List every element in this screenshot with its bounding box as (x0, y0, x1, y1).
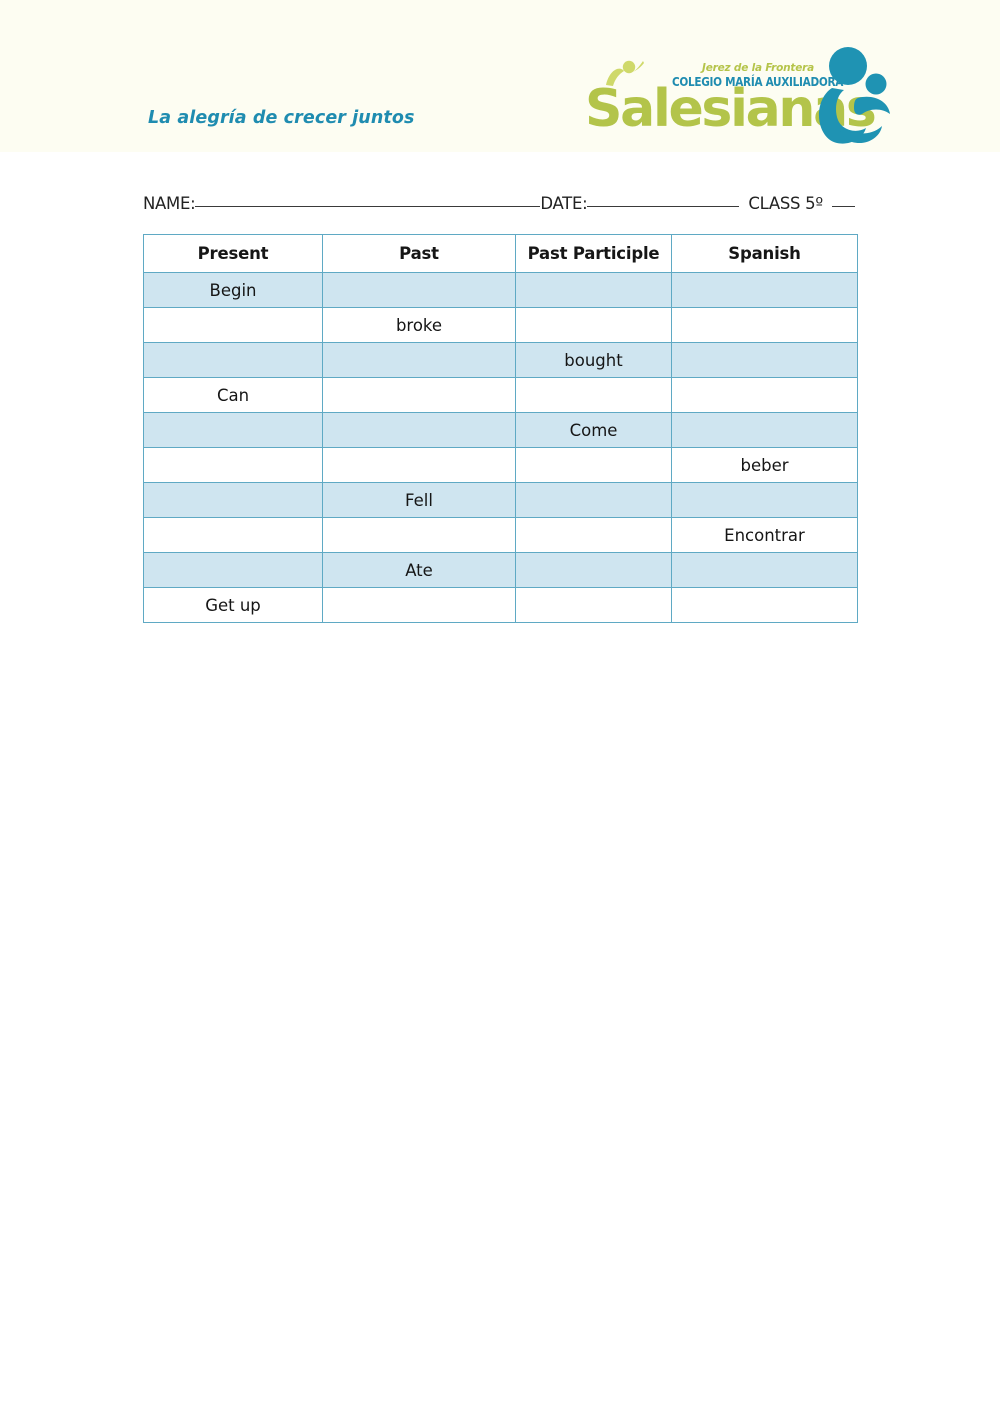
cell-spanish[interactable] (671, 307, 858, 343)
table-row: Get up (143, 587, 858, 623)
cell-present[interactable] (143, 412, 323, 448)
cell-past[interactable]: broke (322, 307, 516, 343)
school-logo: Jerez de la Frontera COLEGIO MARÍA AUXIL… (585, 40, 905, 148)
cell-spanish[interactable] (671, 272, 858, 308)
column-header-past-participle: Past Participle (515, 234, 672, 273)
cell-past-participle[interactable]: bought (515, 342, 672, 378)
class-label: CLASS 5º (748, 194, 823, 213)
school-tagline: La alegría de crecer juntos (148, 108, 415, 128)
cell-past[interactable] (322, 377, 516, 413)
table-row: Ate (143, 552, 858, 588)
table-row: broke (143, 307, 858, 343)
cell-past-participle[interactable]: Come (515, 412, 672, 448)
cell-past[interactable]: Ate (322, 552, 516, 588)
cell-present[interactable] (143, 552, 323, 588)
cell-present[interactable] (143, 342, 323, 378)
cell-spanish[interactable]: Encontrar (671, 517, 858, 553)
cell-present[interactable]: Can (143, 377, 323, 413)
cell-past-participle[interactable] (515, 587, 672, 623)
cell-present[interactable]: Get up (143, 587, 323, 623)
class-input-blank[interactable] (831, 194, 855, 207)
date-label: DATE: (540, 194, 588, 213)
name-date-class-line: NAME: DATE: CLASS 5º (143, 194, 863, 213)
table-row: Encontrar (143, 517, 858, 553)
cell-past-participle[interactable] (515, 272, 672, 308)
cell-spanish[interactable]: beber (671, 447, 858, 483)
table-row: bought (143, 342, 858, 378)
cell-spanish[interactable] (671, 587, 858, 623)
table-header-row: Present Past Past Participle Spanish (143, 234, 858, 273)
irregular-verbs-table: Present Past Past Participle Spanish Beg… (143, 234, 858, 623)
table-row: Fell (143, 482, 858, 518)
name-label: NAME: (143, 194, 196, 213)
cell-spanish[interactable] (671, 342, 858, 378)
column-header-past: Past (322, 234, 516, 273)
table-row: Can (143, 377, 858, 413)
cell-past-participle[interactable] (515, 377, 672, 413)
cell-past[interactable] (322, 412, 516, 448)
cell-spanish[interactable] (671, 552, 858, 588)
cell-past-participle[interactable] (515, 482, 672, 518)
cell-present[interactable] (143, 517, 323, 553)
cell-past[interactable] (322, 447, 516, 483)
cell-present[interactable]: Begin (143, 272, 323, 308)
cell-spanish[interactable] (671, 412, 858, 448)
column-header-present: Present (143, 234, 323, 273)
table-row: Begin (143, 272, 858, 308)
cell-spanish[interactable] (671, 482, 858, 518)
cell-past[interactable] (322, 517, 516, 553)
cell-present[interactable] (143, 482, 323, 518)
cell-spanish[interactable] (671, 377, 858, 413)
date-input-blank[interactable] (587, 194, 740, 207)
column-header-spanish: Spanish (671, 234, 858, 273)
cell-past[interactable] (322, 272, 516, 308)
cell-past-participle[interactable] (515, 307, 672, 343)
cell-past[interactable] (322, 342, 516, 378)
table-row: beber (143, 447, 858, 483)
cell-past-participle[interactable] (515, 517, 672, 553)
cell-present[interactable] (143, 447, 323, 483)
table-row: Come (143, 412, 858, 448)
cell-past-participle[interactable] (515, 447, 672, 483)
cell-past[interactable] (322, 587, 516, 623)
mother-and-child-figure-icon (810, 42, 902, 146)
cell-past-participle[interactable] (515, 552, 672, 588)
logo-text-block: Jerez de la Frontera COLEGIO MARÍA AUXIL… (585, 40, 877, 148)
cell-present[interactable] (143, 307, 323, 343)
cell-past[interactable]: Fell (322, 482, 516, 518)
logo-supertitle: Jerez de la Frontera (702, 62, 815, 74)
logo-leaf-figure-icon (603, 58, 647, 88)
name-input-blank[interactable] (195, 194, 541, 207)
logo-subtitle: COLEGIO MARÍA AUXILIADORA (672, 75, 844, 89)
